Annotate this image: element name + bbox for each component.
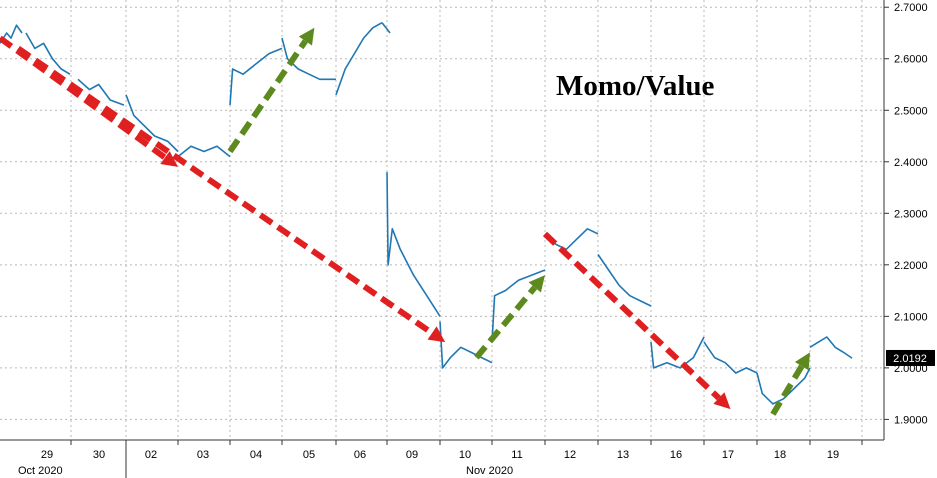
x-tick-label: 02 <box>145 449 157 461</box>
y-tick-label: 2.6000 <box>894 54 928 66</box>
green-up-arrow <box>474 275 545 360</box>
series-segment <box>229 47 283 106</box>
last-value-background <box>886 349 935 366</box>
series-segment <box>809 336 853 359</box>
arrow-head <box>794 352 810 371</box>
series-segment <box>177 145 231 158</box>
series-segment <box>386 172 441 317</box>
y-tick-label: 2.7000 <box>894 2 928 14</box>
arrow-head <box>160 151 178 167</box>
x-month-label: Oct 2020 <box>18 465 63 477</box>
chart-title: Momo/Value <box>556 70 715 102</box>
y-tick-label: 1.9000 <box>894 414 928 426</box>
red-down-arrow <box>542 231 731 410</box>
series-segment <box>756 367 811 405</box>
y-tick-label: 2.3000 <box>894 208 928 220</box>
last-value-badge: 2.0192 <box>886 349 935 366</box>
x-month-label: Nov 2020 <box>466 465 513 477</box>
grid <box>0 0 884 440</box>
red-down-arrow <box>16 45 446 343</box>
x-tick-label: 09 <box>406 449 418 461</box>
x-tick-label: 12 <box>564 449 576 461</box>
arrow-head <box>427 326 446 343</box>
green-up-arrow <box>770 352 810 416</box>
x-tick-label: 19 <box>827 449 839 461</box>
trend-arrows <box>0 27 810 416</box>
arrow-head <box>298 27 315 46</box>
series-segment <box>491 269 546 343</box>
arrow-head <box>528 275 545 293</box>
y-tick-label: 2.2000 <box>894 260 928 272</box>
arrow-shaft <box>770 364 805 416</box>
x-tick-label: 11 <box>511 449 522 461</box>
series-segment <box>439 321 493 369</box>
y-tick-label: 2.4000 <box>894 157 928 169</box>
last-value-label: 2.0192 <box>893 353 927 365</box>
series-segment <box>25 32 71 75</box>
series-segment <box>125 94 179 153</box>
series-segment <box>281 37 336 81</box>
y-tick-label: 2.1000 <box>894 311 928 323</box>
x-tick-label: 29 <box>41 449 53 461</box>
arrow-head <box>713 392 731 410</box>
series-segment <box>335 22 383 96</box>
arrow-shaft <box>542 231 721 401</box>
arrow-shaft <box>474 285 538 360</box>
x-tick-label: 06 <box>354 449 366 461</box>
x-tick-label: 03 <box>197 449 209 461</box>
arrow-shaft <box>227 39 308 154</box>
y-tick-label: 2.5000 <box>894 105 928 117</box>
series-segment <box>77 78 125 106</box>
series-segment <box>0 24 23 44</box>
x-tick-label: 13 <box>617 449 629 461</box>
x-tick-label: 05 <box>303 449 315 461</box>
x-tick-label: 16 <box>670 449 682 461</box>
x-tick-label: 30 <box>93 449 105 461</box>
green-up-arrow <box>227 27 315 154</box>
x-tick-label: 17 <box>722 449 734 461</box>
series-segment <box>381 22 391 34</box>
series-segment <box>703 341 758 374</box>
series-segment <box>650 336 705 369</box>
x-tick-label: 18 <box>774 449 786 461</box>
x-tick-label: 04 <box>250 449 262 461</box>
x-tick-label: 10 <box>459 449 471 461</box>
series-segment <box>597 254 652 307</box>
